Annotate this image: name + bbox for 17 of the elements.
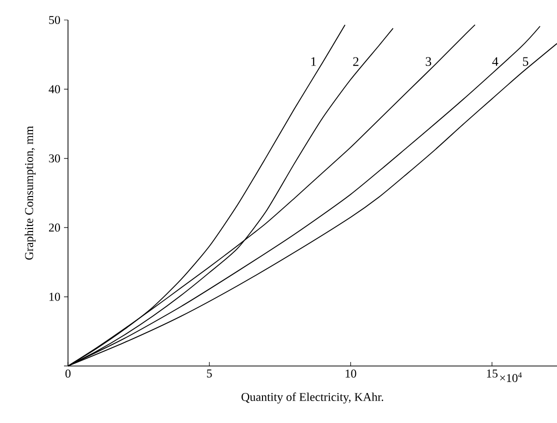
series-label: 3	[426, 57, 432, 66]
x-tick-label: 15	[487, 370, 498, 378]
x-tick-label: 0	[65, 370, 71, 378]
y-axis-title: Graphite Consumption, mm	[24, 126, 36, 260]
y-tick-label: 50	[49, 16, 60, 24]
text: ×10$^{4}$	[500, 372, 522, 382]
x-tick-label: 10	[346, 370, 356, 378]
series-label: 5	[523, 57, 528, 66]
y-tick-label: 20	[49, 224, 60, 232]
y-tick-label: 10	[50, 292, 60, 301]
y-tick-label: 30	[49, 154, 60, 162]
series-label: 2	[353, 57, 358, 66]
series-label: 4	[492, 57, 498, 66]
x-tick-label: 5	[207, 370, 212, 378]
y-tick-label: 40	[48, 85, 60, 94]
x-axis-title: Quantity of Electricity, KAhr.	[242, 392, 384, 404]
series-label: 1	[311, 57, 316, 66]
